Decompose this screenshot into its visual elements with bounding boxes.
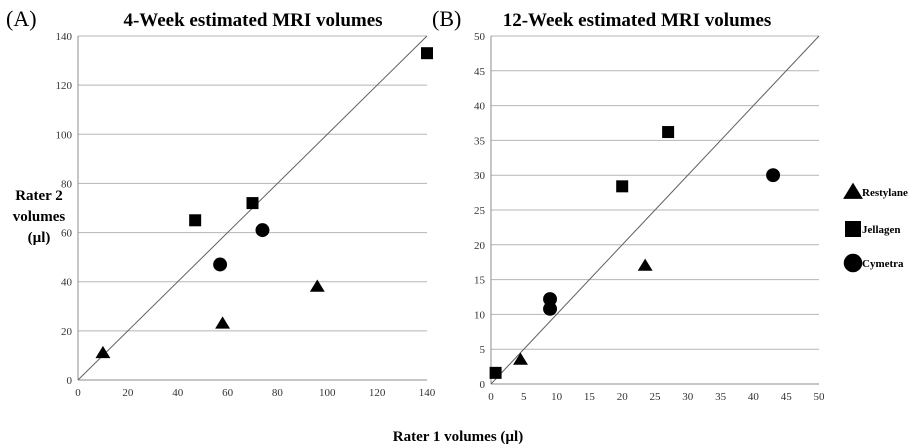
panel-b-x-tick-label: 45 bbox=[781, 391, 793, 403]
panel-a-point-cymetra bbox=[255, 223, 270, 238]
panel-b-point-jellagen bbox=[616, 180, 629, 193]
legend-marker-restylane bbox=[843, 182, 863, 199]
y-axis-label-line-3: (µl) bbox=[28, 230, 51, 246]
panel-b-point-restylane bbox=[637, 258, 653, 271]
panel-a-point-cymetra bbox=[213, 257, 228, 272]
panel-b-point-cymetra bbox=[766, 168, 781, 183]
panel-a-y-tick-label: 100 bbox=[56, 129, 73, 141]
panel-b-point-restylane bbox=[513, 352, 528, 365]
panel-a-y-tick-label: 60 bbox=[61, 228, 73, 240]
panel-a-x-tick-label: 80 bbox=[272, 387, 284, 399]
panel-b-point-cymetra bbox=[543, 292, 557, 307]
panel-a-y-tick-label: 40 bbox=[61, 277, 73, 289]
panel-b-x-tick-label: 15 bbox=[584, 391, 596, 403]
panel-a-x-tick-label: 140 bbox=[419, 387, 436, 399]
legend-marker-cymetra bbox=[843, 253, 863, 273]
panel-b-x-tick-label: 25 bbox=[650, 391, 662, 403]
legend-label-cymetra: Cymetra bbox=[862, 258, 904, 270]
panel-b-y-tick-label: 5 bbox=[480, 344, 486, 356]
panel-b-x-tick-label: 10 bbox=[551, 391, 563, 403]
panel-b-y-tick-label: 45 bbox=[474, 66, 486, 78]
panel-b-y-tick-label: 30 bbox=[474, 170, 486, 182]
panel-b-y-tick-label: 15 bbox=[474, 275, 486, 287]
panel-a-y-tick-label: 80 bbox=[61, 178, 73, 190]
panel-b-x-tick-label: 5 bbox=[521, 391, 527, 403]
legend-label-jellagen: Jellagen bbox=[862, 224, 901, 236]
panel-b-title: 12-Week estimated MRI volumes bbox=[503, 10, 772, 31]
legend: Restylane Jellagen Cymetra bbox=[843, 182, 908, 273]
legend-label-restylane: Restylane bbox=[862, 187, 908, 199]
panel-a-y-tick-label: 0 bbox=[67, 375, 73, 387]
panel-b-y-tick-label: 35 bbox=[474, 135, 486, 147]
panel-b-point-jellagen bbox=[489, 366, 502, 379]
panel-b-x-tick-label: 30 bbox=[682, 391, 694, 403]
panel-b-x-tick-label: 20 bbox=[617, 391, 629, 403]
panel-a-title: 4-Week estimated MRI volumes bbox=[123, 10, 382, 31]
panel-a-letter: (A) bbox=[6, 6, 37, 31]
panel-a-point-jellagen bbox=[189, 214, 202, 227]
panel-a-x-tick-label: 20 bbox=[122, 387, 134, 399]
panel-b-letter: (B) bbox=[432, 6, 461, 31]
panel-a-plot: 0 20 40 60 80 100 120 140 0 20 40 60 80 100 120 140 bbox=[56, 31, 436, 399]
legend-marker-jellagen bbox=[845, 221, 861, 237]
panel-a-y-tick-label: 20 bbox=[61, 326, 73, 338]
panel-a-x-tick-label: 100 bbox=[319, 387, 336, 399]
panel-a-x-tick-label: 0 bbox=[75, 387, 81, 399]
x-axis-label: Rater 1 volumes (µl) bbox=[393, 429, 523, 445]
panel-b-point-cymetra bbox=[543, 301, 557, 316]
panel-b-x-tick-label: 40 bbox=[748, 391, 760, 403]
panel-b-y-tick-label: 40 bbox=[474, 101, 486, 113]
panel-b-plot: 0 5 10 15 20 25 30 35 40 45 50 0 5 10 15 20 25 30 35 40 45 50 bbox=[474, 31, 825, 403]
panel-b-x-tick-label: 50 bbox=[814, 391, 826, 403]
panel-a-x-tick-label: 60 bbox=[222, 387, 234, 399]
y-axis-label-line-2: volumes bbox=[13, 209, 66, 225]
panel-a-point-restylane bbox=[215, 316, 231, 329]
panel-b-point-jellagen bbox=[662, 126, 675, 139]
panel-b-identity-line bbox=[490, 35, 820, 385]
panel-a-point-restylane bbox=[95, 345, 111, 359]
panel-b-y-tick-label: 10 bbox=[474, 309, 486, 321]
panel-b-x-tick-label: 0 bbox=[488, 391, 494, 403]
panel-a-y-tick-label: 120 bbox=[56, 80, 73, 92]
panel-b-x-tick-label: 35 bbox=[715, 391, 727, 403]
panel-a-y-tick-label: 140 bbox=[56, 31, 73, 43]
panel-a-point-restylane bbox=[309, 279, 325, 292]
panel-a-point-jellagen bbox=[246, 197, 259, 210]
y-axis-label-line-1: Rater 2 bbox=[15, 188, 63, 204]
panel-a-x-tick-label: 120 bbox=[369, 387, 386, 399]
panel-b-y-tick-label: 20 bbox=[474, 240, 486, 252]
panel-a-point-jellagen bbox=[421, 47, 433, 60]
panel-b-y-tick-label: 25 bbox=[474, 205, 486, 217]
panel-b-y-tick-label: 50 bbox=[474, 31, 486, 43]
panel-b-y-tick-label: 0 bbox=[480, 379, 486, 391]
panel-a-x-tick-label: 40 bbox=[172, 387, 184, 399]
